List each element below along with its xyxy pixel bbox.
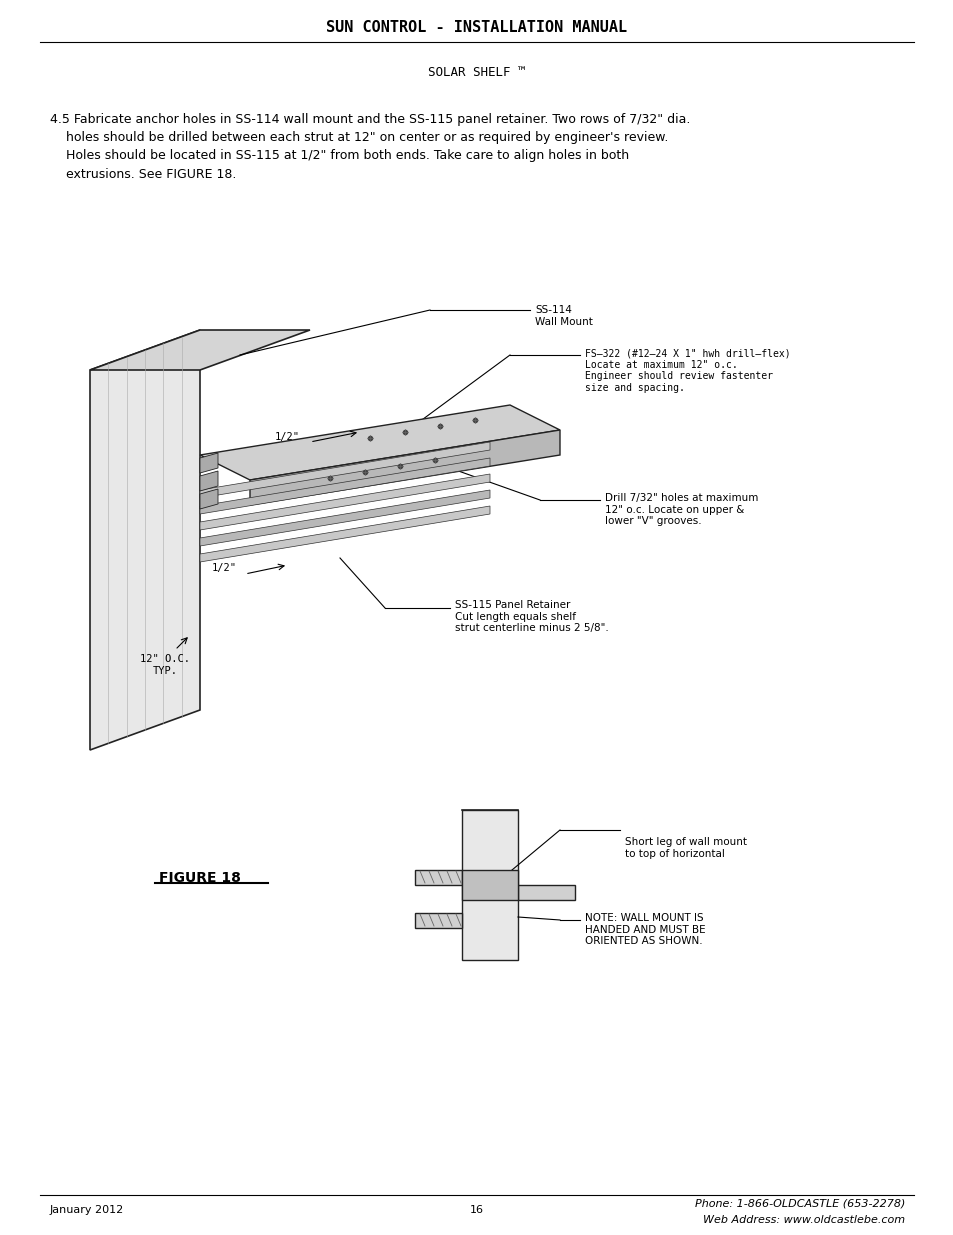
Text: 12" O.C.
TYP.: 12" O.C. TYP.: [140, 655, 190, 676]
Polygon shape: [517, 885, 575, 900]
Text: extrusions. See FIGURE 18.: extrusions. See FIGURE 18.: [50, 168, 236, 180]
Polygon shape: [90, 330, 310, 370]
Text: SS-115 Panel Retainer
Cut length equals shelf
strut centerline minus 2 5/8".: SS-115 Panel Retainer Cut length equals …: [455, 600, 608, 634]
Polygon shape: [200, 490, 490, 546]
Text: FS–322 (#12–24 X 1" hwh drill–flex)
Locate at maximum 12" o.c.
Engineer should r: FS–322 (#12–24 X 1" hwh drill–flex) Loca…: [584, 348, 790, 393]
Polygon shape: [415, 869, 461, 885]
Text: SS-114
Wall Mount: SS-114 Wall Mount: [535, 305, 592, 326]
Text: January 2012: January 2012: [50, 1205, 124, 1215]
Text: 1/2": 1/2": [274, 432, 299, 442]
Text: SOLAR SHELF ™: SOLAR SHELF ™: [428, 65, 525, 79]
Polygon shape: [200, 489, 218, 509]
Text: NOTE: WALL MOUNT IS
HANDED AND MUST BE
ORIENTED AS SHOWN.: NOTE: WALL MOUNT IS HANDED AND MUST BE O…: [584, 913, 705, 946]
Polygon shape: [200, 453, 218, 473]
Text: 1/2": 1/2": [212, 563, 236, 573]
Polygon shape: [461, 810, 517, 960]
Text: Short leg of wall mount
to top of horizontal: Short leg of wall mount to top of horizo…: [624, 837, 746, 858]
Polygon shape: [250, 430, 559, 505]
Polygon shape: [200, 474, 490, 530]
Polygon shape: [200, 506, 490, 562]
Polygon shape: [200, 471, 218, 492]
Polygon shape: [200, 442, 490, 498]
Polygon shape: [200, 458, 490, 514]
Text: Web Address: www.oldcastlebe.com: Web Address: www.oldcastlebe.com: [702, 1215, 904, 1225]
Text: 4.5 Fabricate anchor holes in SS-114 wall mount and the SS-115 panel retainer. T: 4.5 Fabricate anchor holes in SS-114 wal…: [50, 114, 690, 126]
Text: SUN CONTROL - INSTALLATION MANUAL: SUN CONTROL - INSTALLATION MANUAL: [326, 21, 627, 36]
Polygon shape: [461, 869, 517, 900]
Text: Phone: 1-866-OLDCASTLE (653-2278): Phone: 1-866-OLDCASTLE (653-2278): [694, 1199, 904, 1209]
Polygon shape: [415, 913, 461, 927]
Text: FIGURE 18: FIGURE 18: [159, 871, 241, 885]
Text: Holes should be located in SS-115 at 1/2" from both ends. Take care to align hol: Holes should be located in SS-115 at 1/2…: [50, 149, 628, 163]
Text: holes should be drilled between each strut at 12" on center or as required by en: holes should be drilled between each str…: [50, 131, 668, 144]
Polygon shape: [90, 330, 200, 750]
Polygon shape: [200, 405, 559, 480]
Text: 16: 16: [470, 1205, 483, 1215]
Text: Drill 7/32" holes at maximum
12" o.c. Locate on upper &
lower "V" grooves.: Drill 7/32" holes at maximum 12" o.c. Lo…: [604, 493, 758, 526]
